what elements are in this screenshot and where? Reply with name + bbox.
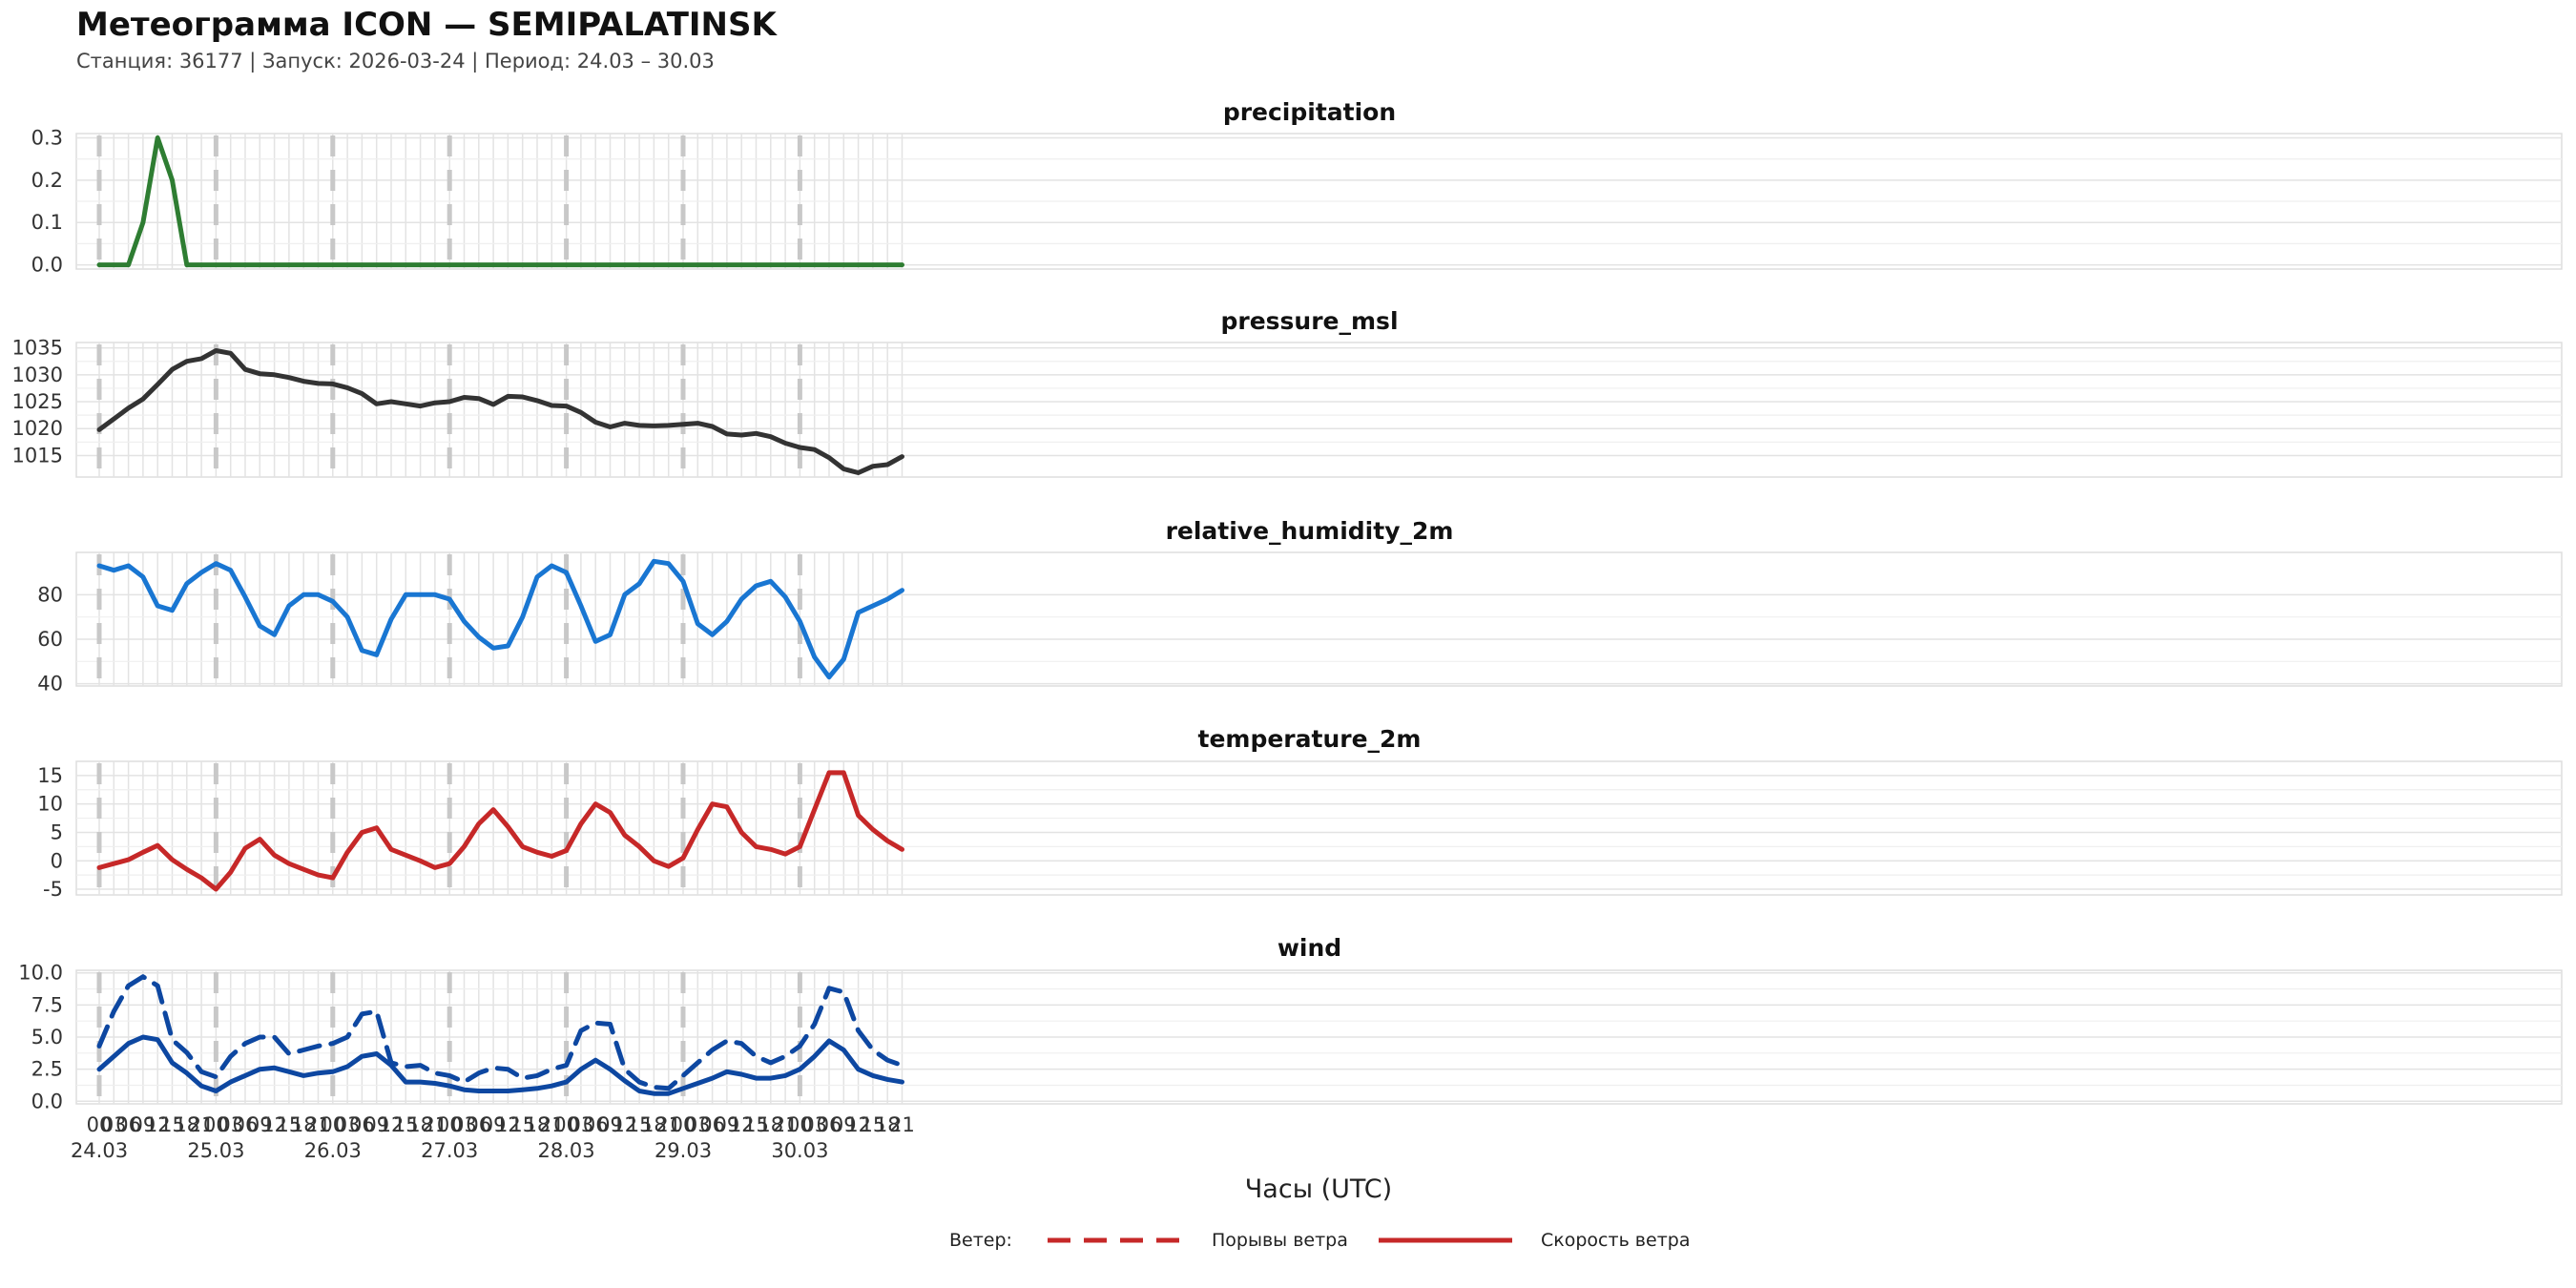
ytick-label: 0.0 <box>31 1090 63 1112</box>
ytick-label: 2.5 <box>31 1058 63 1081</box>
ytick-label: 5.0 <box>31 1026 63 1049</box>
ytick-label: 10 <box>37 793 63 816</box>
xtick-day-label: 24.03 <box>71 1139 128 1162</box>
ytick-label: 0.2 <box>31 169 63 192</box>
xtick-day-label: 28.03 <box>538 1139 595 1162</box>
panel-title: temperature_2m <box>1198 725 1422 753</box>
xtick-hour-label: 21 <box>889 1113 915 1136</box>
ytick-label: 0 <box>51 849 63 872</box>
ytick-label: 15 <box>37 764 63 787</box>
xtick-day-label: 26.03 <box>304 1139 362 1162</box>
ytick-label: 60 <box>37 628 63 651</box>
legend-label-speed: Скорость ветра <box>1541 1230 1690 1251</box>
ytick-label: 0.3 <box>31 126 63 149</box>
ytick-label: 1015 <box>12 444 63 467</box>
ytick-label: 1030 <box>12 364 63 386</box>
ytick-label: 5 <box>51 821 63 843</box>
ytick-label: 1020 <box>12 417 63 440</box>
panel-title: wind <box>1278 934 1341 962</box>
legend-label-gusts: Порывы ветра <box>1212 1230 1348 1251</box>
panel-title: pressure_msl <box>1220 307 1398 335</box>
xtick-day-label: 25.03 <box>187 1139 244 1162</box>
xtick-day-label: 27.03 <box>421 1139 478 1162</box>
ytick-label: 7.5 <box>31 993 63 1016</box>
ytick-label: 1025 <box>12 390 63 413</box>
ytick-label: -5 <box>43 878 63 901</box>
ytick-label: 10.0 <box>18 962 63 985</box>
ytick-label: 0.0 <box>31 254 63 277</box>
panel-title: precipitation <box>1223 98 1396 126</box>
ytick-label: 40 <box>37 673 63 696</box>
ytick-label: 0.1 <box>31 211 63 234</box>
xtick-day-label: 30.03 <box>771 1139 828 1162</box>
xtick-day-label: 29.03 <box>654 1139 712 1162</box>
x-axis-label: Часы (UTC) <box>1245 1174 1392 1204</box>
panel-title: relative_humidity_2m <box>1166 517 1454 545</box>
legend-title: Ветер: <box>949 1230 1012 1251</box>
ytick-label: 1035 <box>12 337 63 360</box>
ytick-label: 80 <box>37 583 63 606</box>
